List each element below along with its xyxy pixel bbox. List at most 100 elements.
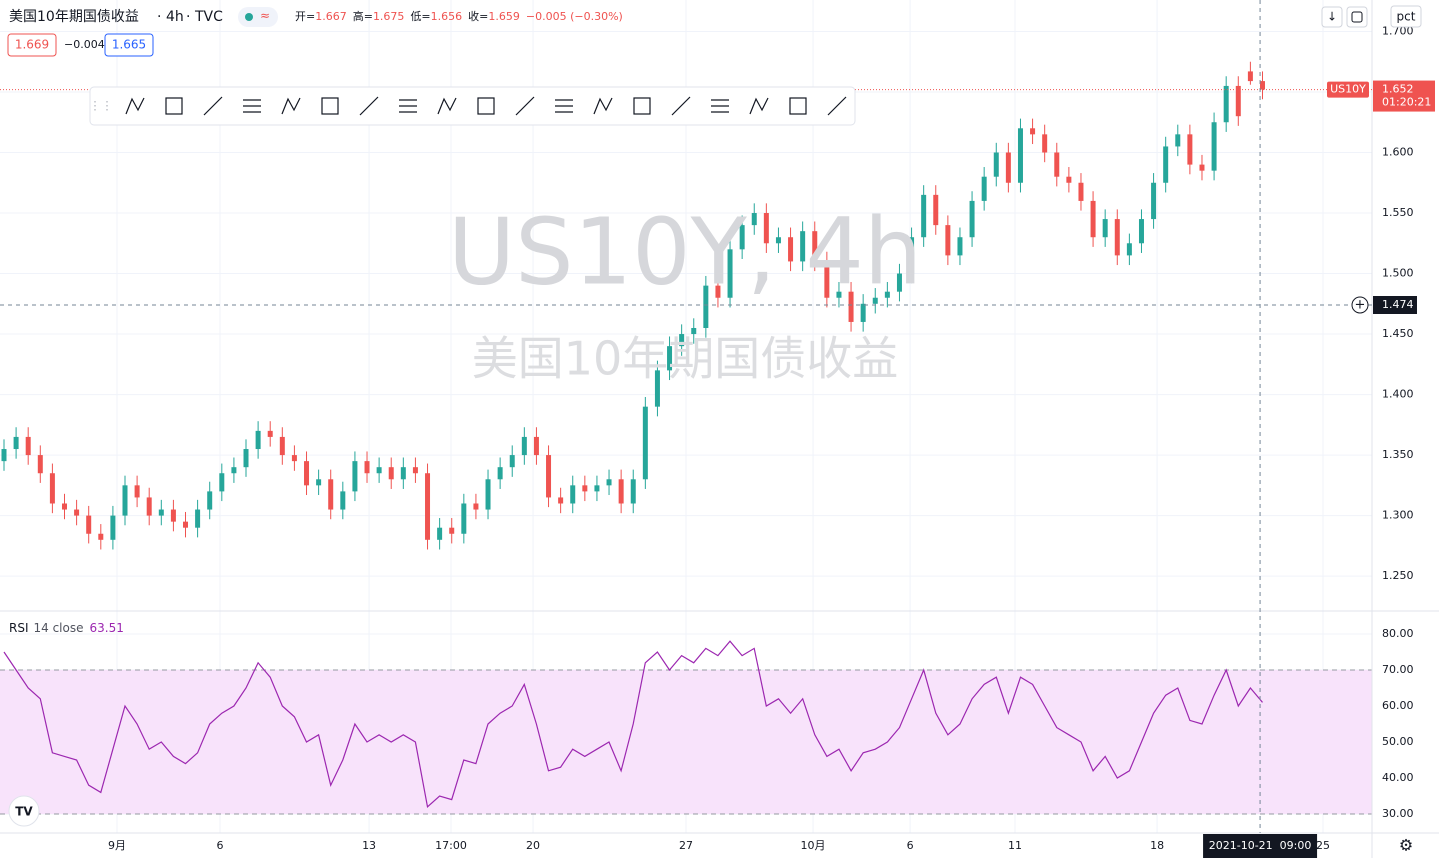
rsi-tick-label: 80.00	[1382, 627, 1414, 640]
candle-body	[1187, 134, 1193, 165]
tool-button[interactable]	[666, 91, 696, 121]
y-tick-label: 1.400	[1382, 388, 1414, 401]
candle-body	[945, 225, 951, 256]
tool-button[interactable]	[120, 91, 150, 121]
candle-body	[279, 436, 285, 456]
bid-box[interactable]	[7, 33, 57, 57]
tool-button[interactable]	[276, 91, 306, 121]
candle-body	[98, 533, 104, 540]
candle-body	[533, 436, 539, 456]
tool-button[interactable]	[198, 91, 228, 121]
candle-body	[1223, 85, 1229, 123]
tool-hit	[783, 91, 813, 121]
candle-body	[594, 485, 600, 492]
candle-body	[243, 449, 249, 468]
candle-body	[1235, 85, 1241, 117]
rsi-params: 14 close	[34, 621, 84, 635]
tool-hit	[627, 91, 657, 121]
separator: ·	[186, 9, 190, 25]
tool-button[interactable]	[432, 91, 462, 121]
y-tick-label: 1.350	[1382, 448, 1414, 461]
candle-body	[461, 503, 467, 534]
candle-body	[933, 194, 939, 226]
candle-body	[255, 430, 261, 450]
candle-body	[25, 436, 31, 456]
tool-button[interactable]	[354, 91, 384, 121]
crosshair-price-label: 1.474	[1382, 298, 1414, 311]
candle-body	[1054, 152, 1060, 177]
legend-label: 开=	[295, 10, 315, 23]
tool-icon	[593, 97, 613, 115]
candle-body	[521, 436, 527, 456]
tool-button[interactable]	[588, 91, 618, 121]
settings-icon[interactable]: ⚙	[1399, 836, 1413, 855]
candle-body	[788, 237, 794, 262]
tool-button[interactable]	[744, 91, 774, 121]
tool-button[interactable]	[783, 91, 813, 121]
ask-box[interactable]	[104, 33, 154, 57]
candle-body	[1211, 122, 1217, 171]
candle-body	[473, 503, 479, 510]
candle-body	[437, 527, 443, 540]
rsi-tick-label: 70.00	[1382, 663, 1414, 676]
x-tick-label: 13	[362, 839, 376, 852]
tool-button[interactable]	[159, 91, 189, 121]
tool-button[interactable]	[705, 91, 735, 121]
candle-body	[969, 200, 975, 238]
tool-button[interactable]	[315, 91, 345, 121]
candle-body	[836, 291, 842, 298]
tool-button[interactable]	[471, 91, 501, 121]
pct-button[interactable]	[1390, 5, 1422, 28]
reset-button[interactable]	[1346, 6, 1368, 28]
candle-body	[110, 515, 116, 540]
tool-icon	[789, 97, 807, 115]
candle-body	[642, 406, 648, 480]
tool-button[interactable]	[822, 91, 852, 121]
candle-body	[606, 479, 612, 486]
y-tick-label: 1.550	[1382, 206, 1414, 219]
y-tick-label: 1.300	[1382, 509, 1414, 522]
x-tick-label: 27	[679, 839, 693, 852]
tool-hit	[588, 91, 618, 121]
candle-body	[146, 497, 152, 516]
candle-body	[1163, 146, 1169, 183]
legend-value: 1.675	[373, 10, 405, 23]
candle-body	[957, 237, 963, 256]
candle-body	[134, 485, 140, 498]
last-price-label: 1.652	[1382, 83, 1414, 96]
tool-button[interactable]	[510, 91, 540, 121]
candle-body	[122, 485, 128, 516]
tool-button[interactable]	[549, 91, 579, 121]
y-tick-label: 1.700	[1382, 24, 1414, 37]
candle-body	[86, 515, 92, 534]
legend-value: 1.667	[315, 10, 347, 23]
candle-body	[896, 273, 902, 292]
candle-body	[558, 497, 564, 504]
tool-icon	[437, 97, 457, 115]
y-tick-label: 1.500	[1382, 267, 1414, 280]
x-tick-label: 6	[907, 839, 914, 852]
rsi-tick-label: 60.00	[1382, 699, 1414, 712]
tool-icon	[633, 97, 651, 115]
tv-logo: TV	[8, 795, 40, 827]
tool-icon	[711, 99, 729, 113]
candle-body	[630, 479, 636, 504]
rsi-value: 63.51	[90, 621, 124, 635]
status-pill[interactable]	[238, 7, 278, 27]
candle-body	[618, 479, 624, 504]
tool-button[interactable]	[627, 91, 657, 121]
y-tick-label: 1.450	[1382, 327, 1414, 340]
scroll-button[interactable]	[1321, 6, 1343, 28]
rsi-line	[3, 640, 1263, 808]
tool-button[interactable]	[393, 91, 423, 121]
candle-body	[727, 249, 733, 298]
candle-body	[1126, 243, 1132, 256]
candle-body	[763, 213, 769, 244]
candle-body	[775, 237, 781, 244]
crosshair-time-label: 2021-10-21 09:00	[1209, 839, 1312, 852]
toolbar-panel	[89, 86, 856, 126]
candle-body	[207, 491, 213, 510]
candle-body	[1030, 128, 1036, 135]
candle-body	[546, 455, 552, 498]
tool-button[interactable]	[237, 91, 267, 121]
